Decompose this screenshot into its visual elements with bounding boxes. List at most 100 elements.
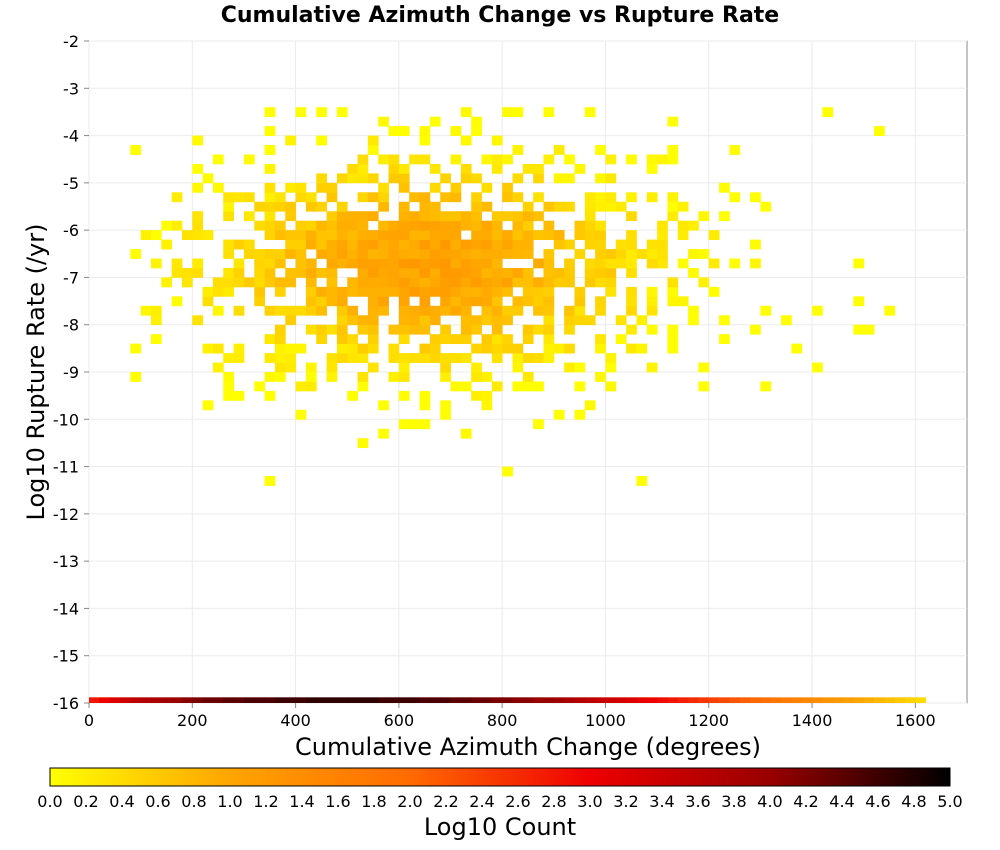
heatmap-cell bbox=[378, 154, 389, 165]
heatmap-cell bbox=[274, 258, 286, 269]
heatmap-cell bbox=[688, 267, 699, 278]
heatmap-cell bbox=[274, 277, 286, 288]
heatmap-cell bbox=[264, 145, 276, 155]
heatmap-cell bbox=[378, 258, 389, 269]
strip-cell bbox=[636, 697, 648, 703]
heatmap-cell bbox=[419, 390, 431, 401]
heatmap-cell bbox=[543, 277, 555, 288]
heatmap-cell bbox=[533, 277, 544, 288]
colorbar-tick-label: 4.6 bbox=[865, 792, 890, 811]
heatmap-cell bbox=[471, 343, 482, 354]
heatmap-cell bbox=[460, 296, 472, 307]
heatmap-cell bbox=[626, 211, 637, 222]
heatmap-cell bbox=[367, 135, 379, 146]
heatmap-cell bbox=[336, 315, 348, 326]
heatmap-cell bbox=[853, 258, 865, 269]
heatmap-cell bbox=[450, 230, 462, 240]
heatmap-cell bbox=[274, 334, 286, 345]
strip-cell bbox=[719, 697, 730, 703]
y-axis-label: Log10 Rupture Rate (/yr) bbox=[22, 224, 50, 521]
heatmap-cell bbox=[543, 267, 555, 278]
heatmap-cell bbox=[698, 249, 710, 259]
heatmap-cell bbox=[409, 230, 420, 240]
strip-cell bbox=[760, 697, 772, 703]
heatmap-cell bbox=[595, 249, 606, 259]
heatmap-cell bbox=[347, 343, 358, 354]
heatmap-cell bbox=[398, 249, 410, 259]
colorbar-tick-label: 3.0 bbox=[577, 792, 602, 811]
heatmap-cell bbox=[305, 239, 317, 250]
heatmap-cell bbox=[357, 249, 369, 259]
heatmap-cell bbox=[336, 334, 348, 345]
y-tick-label: -15 bbox=[53, 647, 79, 666]
heatmap-cell bbox=[429, 305, 441, 316]
heatmap-cell bbox=[429, 353, 441, 363]
heatmap-cell bbox=[481, 249, 493, 259]
heatmap-cell bbox=[223, 211, 235, 222]
heatmap-cell bbox=[450, 220, 462, 231]
heatmap-cell bbox=[264, 305, 276, 316]
heatmap-cell bbox=[543, 201, 555, 212]
heatmap-cell bbox=[502, 334, 513, 345]
heatmap-cell bbox=[347, 353, 358, 363]
heatmap-cell bbox=[584, 315, 596, 326]
heatmap-cell bbox=[605, 201, 617, 212]
heatmap-cell bbox=[378, 182, 389, 193]
heatmap-cell bbox=[708, 230, 720, 240]
strip-cell bbox=[874, 697, 885, 703]
heatmap-cell bbox=[398, 296, 410, 307]
x-tick-label: 200 bbox=[177, 711, 208, 730]
heatmap-cell bbox=[367, 239, 379, 250]
strip-cell bbox=[326, 697, 338, 703]
heatmap-cell bbox=[212, 182, 224, 193]
heatmap-cell bbox=[233, 390, 245, 401]
heatmap-cell bbox=[491, 353, 503, 363]
heatmap-cell bbox=[481, 267, 493, 278]
heatmap-cell bbox=[378, 230, 389, 240]
heatmap-cell bbox=[667, 296, 679, 307]
heatmap-cell bbox=[398, 230, 410, 240]
heatmap-cell bbox=[347, 211, 358, 222]
heatmap-cell bbox=[388, 126, 400, 136]
heatmap-cell bbox=[708, 286, 720, 297]
heatmap-cell bbox=[336, 173, 348, 184]
heatmap-cell bbox=[378, 277, 389, 288]
heatmap-cell bbox=[347, 239, 358, 250]
heatmap-cell bbox=[388, 173, 400, 184]
heatmap-cell bbox=[388, 267, 400, 278]
y-tick-label: -4 bbox=[63, 127, 79, 146]
heatmap-cell bbox=[398, 390, 410, 401]
colorbar-tick-label: 0.6 bbox=[145, 792, 170, 811]
colorbar-tick-label: 0.2 bbox=[73, 792, 98, 811]
colorbar bbox=[49, 767, 951, 787]
heatmap-cell bbox=[357, 230, 369, 240]
heatmap-cell bbox=[388, 220, 400, 231]
heatmap-cell bbox=[636, 476, 648, 486]
heatmap-cell bbox=[409, 192, 420, 203]
heatmap-cell bbox=[367, 258, 379, 269]
heatmap-cell bbox=[471, 173, 482, 184]
heatmap-cell bbox=[378, 201, 389, 212]
heatmap-cell bbox=[450, 192, 462, 203]
heatmap-cell bbox=[398, 334, 410, 345]
heatmap-cell bbox=[326, 230, 338, 240]
heatmap-cell bbox=[481, 296, 493, 307]
heatmap-cell bbox=[533, 324, 544, 335]
heatmap-cell bbox=[409, 353, 420, 363]
heatmap-cell bbox=[502, 154, 513, 165]
heatmap-cell bbox=[584, 211, 596, 222]
heatmap-cell bbox=[305, 230, 317, 240]
heatmap-cell bbox=[471, 267, 482, 278]
strip-cell bbox=[181, 697, 193, 703]
heatmap-cell bbox=[305, 220, 317, 231]
heatmap-cell bbox=[326, 239, 338, 250]
heatmap-cell bbox=[305, 362, 317, 373]
heatmap-cell bbox=[491, 305, 503, 316]
heatmap-cell bbox=[677, 220, 689, 231]
heatmap-cell bbox=[316, 173, 327, 184]
strip-cell bbox=[192, 697, 204, 703]
heatmap-cell bbox=[326, 324, 338, 335]
heatmap-cell bbox=[636, 343, 648, 354]
heatmap-cell bbox=[667, 145, 679, 155]
